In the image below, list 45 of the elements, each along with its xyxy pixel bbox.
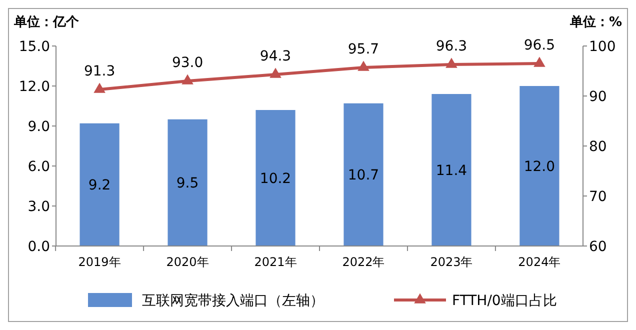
y-tick-label: 12.0 [18,79,50,95]
point [182,74,194,84]
data-label: 96.5 [524,38,556,54]
bar [520,86,560,246]
point [534,56,546,67]
y-tick-label: 3.0 [28,199,50,215]
x-tick-label: 2024年 [518,255,561,269]
y-tick-label: 6.0 [28,159,50,175]
x-tick-label: 2023年 [430,255,473,269]
data-label: 95.7 [348,42,380,58]
y-tick-label: 15.0 [18,39,50,55]
y2-tick-label: 70 [589,189,607,205]
point [446,58,458,68]
y2-axis-title: 单位：% [568,14,622,30]
bar [256,110,296,246]
data-label: 96.3 [436,38,468,54]
data-label: 10.2 [260,171,292,187]
y-tick-label: 9.0 [28,119,50,135]
x-tick-label: 2019年 [78,255,121,269]
x-tick-label: 2022年 [342,255,385,269]
data-label: 10.7 [348,168,380,184]
data-label: 94.3 [260,48,292,64]
data-label: 12.0 [524,159,556,175]
y2-tick-label: 90 [589,89,607,105]
y2-tick-label: 60 [589,239,607,255]
bar [168,119,208,246]
point [270,68,282,78]
bar [344,103,384,246]
data-label: 91.3 [84,64,116,80]
y2-tick-label: 80 [589,139,607,155]
x-tick-label: 2020年 [166,255,209,269]
point [358,60,370,71]
data-label: 9.5 [176,176,199,192]
legend-label: FTTH/0端口占比 [452,293,557,309]
point [94,82,106,93]
bar [80,123,120,246]
y2-tick-label: 100 [589,39,616,55]
bar [432,94,472,246]
data-label: 93.0 [172,55,204,71]
legend-label: 互联网宽带接入端口（左轴） [142,293,324,309]
x-tick-label: 2021年 [254,255,297,269]
y-axis-title: 单位：亿个 [13,14,80,30]
y-tick-label: 0.0 [28,239,50,255]
data-label: 11.4 [436,163,468,179]
data-label: 9.2 [88,178,111,194]
